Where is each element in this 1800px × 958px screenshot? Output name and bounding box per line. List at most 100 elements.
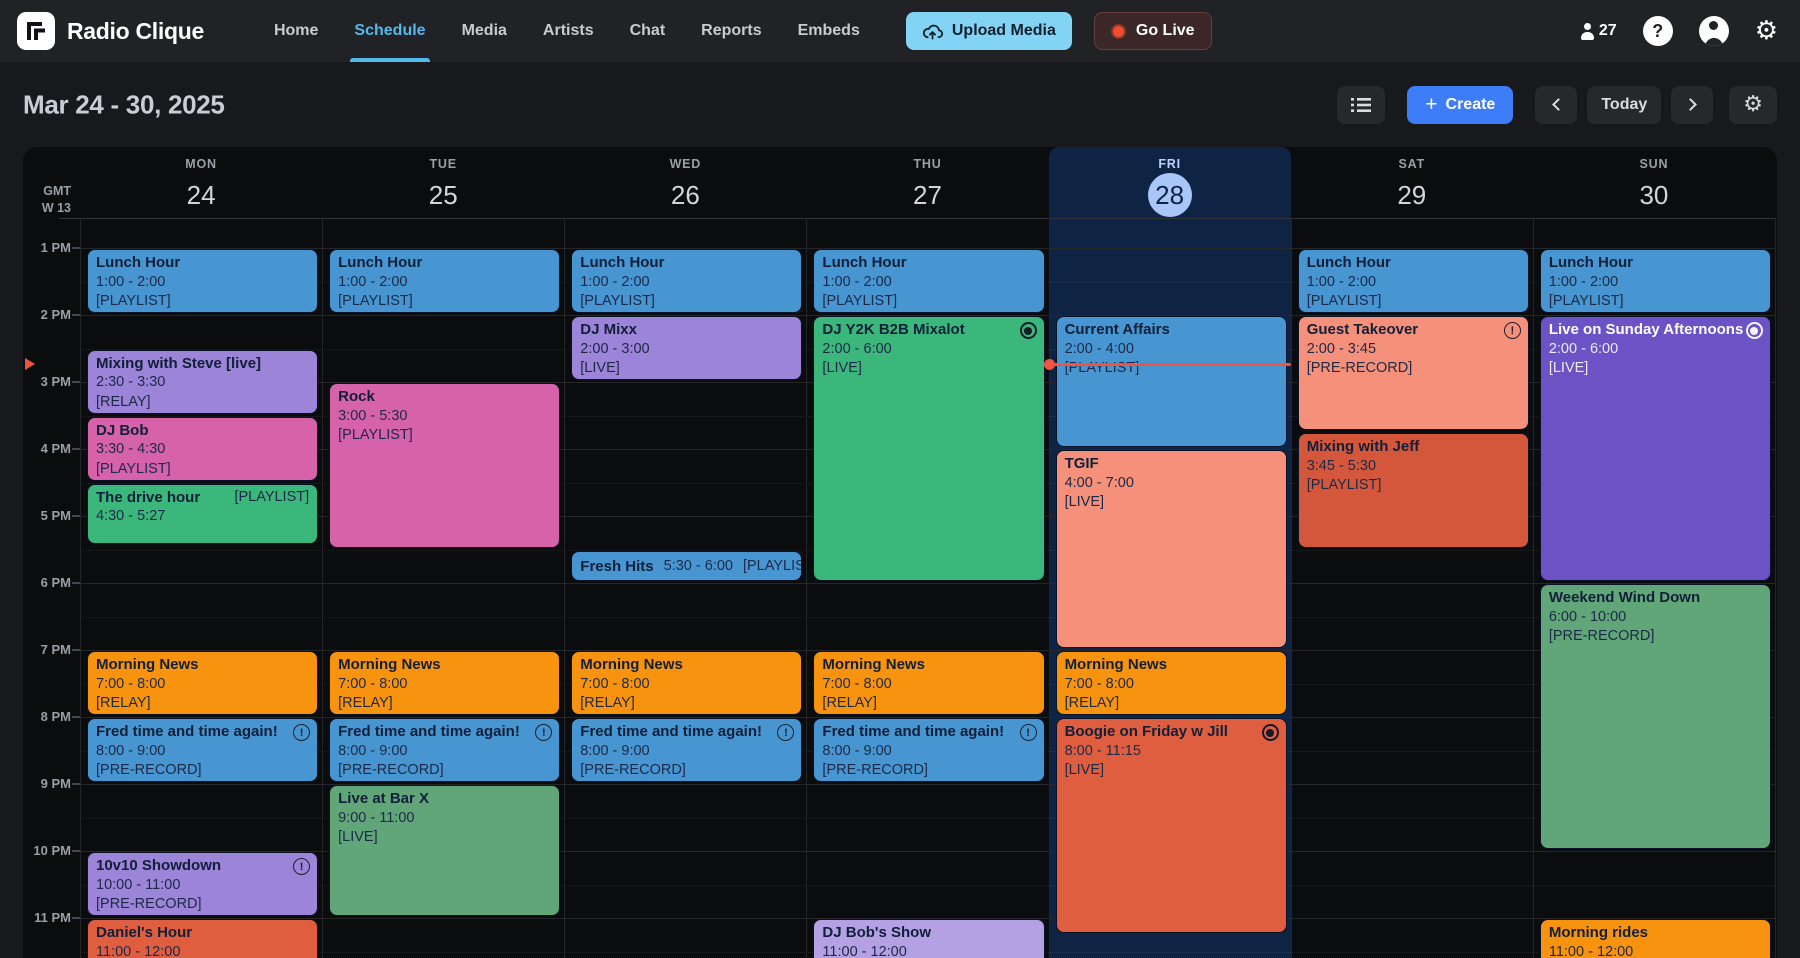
today-button[interactable]: Today [1587, 85, 1662, 124]
event-card[interactable]: Mixing with Steve [live] 2:30 - 3:30 [RELA… [87, 349, 319, 414]
event-card[interactable]: Fred time and time again! 8:00 - 9:00 [PRE… [813, 718, 1045, 782]
event-title: Fred time and time again! [822, 723, 1005, 740]
account-avatar-button[interactable] [1698, 16, 1729, 46]
event-card[interactable]: DJ Mixx 2:00 - 3:00 [LIVE] [571, 316, 803, 380]
event-time: 1:00 - 2:00 [1548, 273, 1619, 290]
event-card[interactable]: Lunch Hour 1:00 - 2:00 [PLAYLIST] [87, 249, 319, 313]
event-card[interactable]: 10v10 Showdown 10:00 - 11:00 [PRE-RECORD]! [87, 852, 319, 916]
day-header-sat[interactable]: SAT 29 [1291, 147, 1533, 218]
day-header-mon[interactable]: MON 24 [80, 147, 322, 218]
event-card[interactable]: DJ Bob's Show 11:00 - 12:00 [813, 919, 1045, 958]
nav-item-chat[interactable]: Chat [629, 22, 666, 39]
event-card[interactable]: Current Affairs 2:00 - 4:00 [PLAYLIST] [1055, 316, 1287, 447]
warning-icon: ! [535, 724, 553, 741]
event-card[interactable]: Lunch Hour 1:00 - 2:00 [PLAYLIST] [1297, 249, 1529, 313]
event-time: 1:00 - 2:00 [580, 273, 650, 290]
day-header-fri[interactable]: FRI 28 [1049, 147, 1291, 218]
event-type: [PLAYLIST] [234, 488, 310, 505]
record-icon [1019, 322, 1037, 339]
event-card[interactable]: Morning rides 11:00 - 12:00 [1539, 919, 1771, 958]
topbar-right: 27 ? ⚙ [1579, 0, 1800, 62]
event-card[interactable]: DJ Bob 3:30 - 4:30 [PLAYLIST] [87, 416, 319, 481]
time-label: 5 PM [40, 508, 71, 523]
calendar-settings-button[interactable]: ⚙ [1729, 85, 1777, 124]
event-title: Lunch Hour [1548, 254, 1633, 271]
event-time: 8:00 - 9:00 [580, 742, 650, 759]
event-card[interactable]: Lunch Hour 1:00 - 2:00 [PLAYLIST] [329, 249, 561, 313]
create-button[interactable]: + Create [1407, 85, 1514, 124]
nav-item-artists[interactable]: Artists [542, 22, 594, 39]
column-separator [80, 218, 81, 958]
event-card[interactable]: Lunch Hour 1:00 - 2:00 [PLAYLIST] [813, 249, 1045, 313]
day-date: 25 [428, 180, 458, 210]
next-week-button[interactable] [1671, 85, 1714, 124]
event-card[interactable]: TGIF 4:00 - 7:00 [LIVE] [1055, 450, 1287, 648]
event-card[interactable]: Morning News 7:00 - 8:00 [RELAY] [571, 651, 803, 715]
event-card[interactable]: The drive hour [PLAYLIST] 4:30 - 5:27 [87, 483, 319, 545]
event-card[interactable]: Fred time and time again! 8:00 - 9:00 [PRE… [87, 718, 319, 782]
topbar-actions: Upload Media Go Live [905, 0, 1212, 62]
event-title: Fred time and time again! [580, 723, 762, 740]
event-time: 1:00 - 2:00 [96, 273, 166, 290]
column-separator [1775, 218, 1776, 958]
day-header-wed[interactable]: WED 26 [564, 147, 806, 218]
time-label: 6 PM [40, 575, 71, 590]
event-title: DJ Bob's Show [822, 924, 931, 941]
event-card[interactable]: Fred time and time again! 8:00 - 9:00 [PRE… [571, 718, 803, 782]
event-card[interactable]: Morning News 7:00 - 8:00 [RELAY] [87, 651, 319, 715]
event-card[interactable]: Lunch Hour 1:00 - 2:00 [PLAYLIST] [1539, 249, 1771, 313]
event-card[interactable]: Live on Sunday Afternoons 2:00 - 6:00 [LIV… [1539, 316, 1771, 581]
hour-tick [72, 381, 80, 383]
event-card[interactable]: Fresh Hits 5:30 - 6:00 [PLAYLIST] [571, 550, 803, 581]
event-card[interactable]: DJ Y2K B2B Mixalot 2:00 - 6:00 [LIVE] [813, 316, 1045, 581]
day-header-thu[interactable]: THU 27 [806, 147, 1048, 218]
plus-icon: + [1425, 93, 1438, 116]
event-card[interactable]: Boogie on Friday w Jill 8:00 - 11:15 [LIVE… [1055, 718, 1287, 933]
event-title: Morning News [338, 656, 441, 673]
event-card[interactable]: Fred time and time again! 8:00 - 9:00 [PRE… [329, 718, 561, 782]
hour-gridline [80, 248, 1775, 249]
settings-gear-icon[interactable]: ⚙ [1754, 16, 1778, 46]
top-navigation-bar: Radio Clique Home Schedule Media Artists Cha… [0, 0, 1800, 62]
event-card[interactable]: Weekend Wind Down 6:00 - 10:00 [PRE-RECORD… [1539, 584, 1771, 849]
time-label: 7 PM [40, 642, 71, 657]
day-date: 30 [1639, 180, 1669, 210]
event-type: [PLAYLIST] [822, 293, 898, 309]
nav-item-reports[interactable]: Reports [701, 22, 762, 39]
nav-item-media[interactable]: Media [461, 22, 507, 39]
column-separator [806, 218, 808, 958]
event-type: [PRE-RECORD] [96, 762, 202, 778]
event-card[interactable]: Morning News 7:00 - 8:00 [RELAY] [813, 651, 1045, 715]
event-time: 8:00 - 11:15 [1064, 742, 1141, 759]
event-time: 4:00 - 7:00 [1064, 474, 1134, 491]
event-type: [PLAYLIST] [1548, 293, 1624, 309]
event-card[interactable]: Morning News 7:00 - 8:00 [RELAY] [329, 651, 561, 715]
help-button[interactable]: ? [1642, 16, 1673, 46]
nav-item-embeds[interactable]: Embeds [797, 22, 860, 39]
event-title: Current Affairs [1064, 321, 1170, 338]
event-card[interactable]: Guest Takeover 2:00 - 3:45 [PRE-RECORD]! [1297, 316, 1529, 431]
warning-icon: ! [777, 724, 795, 741]
current-time-dot [1043, 358, 1055, 370]
event-title: 10v10 Showdown [96, 857, 222, 874]
day-header-sun[interactable]: SUN 30 [1533, 147, 1775, 218]
event-card[interactable]: Morning News 7:00 - 8:00 [RELAY] [1055, 651, 1287, 715]
event-time: 6:00 - 10:00 [1548, 608, 1627, 625]
event-card[interactable]: Lunch Hour 1:00 - 2:00 [PLAYLIST] [571, 249, 803, 313]
event-card[interactable]: Live at Bar X 9:00 - 11:00 [LIVE] [329, 785, 561, 916]
event-title: Weekend Wind Down [1548, 589, 1701, 606]
event-card[interactable]: Daniel's Hour 11:00 - 12:00 [87, 919, 319, 958]
event-card[interactable]: Mixing with Jeff 3:45 - 5:30 [PLAYLIST] [1297, 433, 1529, 548]
event-card[interactable]: Rock 3:00 - 5:30 [PLAYLIST] [329, 383, 561, 548]
list-view-button[interactable] [1337, 85, 1386, 124]
upload-media-button[interactable]: Upload Media [905, 12, 1072, 50]
hour-tick [72, 314, 80, 316]
nav-item-home[interactable]: Home [273, 22, 319, 39]
day-header-tue[interactable]: TUE 25 [322, 147, 564, 218]
nav-item-schedule[interactable]: Schedule [336, 0, 443, 62]
event-type: [RELAY] [96, 393, 151, 410]
event-time: 7:00 - 8:00 [96, 675, 166, 692]
prev-week-button[interactable] [1535, 85, 1578, 124]
event-time: 3:45 - 5:30 [1306, 457, 1377, 474]
go-live-button[interactable]: Go Live [1093, 12, 1212, 50]
